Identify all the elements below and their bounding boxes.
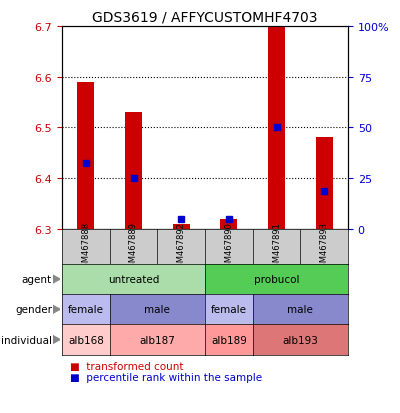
Text: individual: individual [1,335,52,345]
Text: untreated: untreated [108,274,159,285]
Bar [173,224,190,229]
Text: alb187: alb187 [139,335,175,345]
Bar [125,113,142,229]
Text: female: female [211,304,247,315]
Text: alb193: alb193 [282,335,318,345]
Text: GSM467890: GSM467890 [224,221,233,272]
Text: alb189: alb189 [211,335,247,345]
Text: ■  transformed count: ■ transformed count [70,361,184,371]
Polygon shape [53,275,60,283]
Text: GSM467892: GSM467892 [177,221,186,272]
Polygon shape [53,336,60,344]
Text: GSM467888: GSM467888 [81,221,90,272]
Text: female: female [68,304,104,315]
Bar [316,138,332,229]
Text: male: male [287,304,313,315]
Text: gender: gender [15,304,52,315]
Text: alb168: alb168 [68,335,104,345]
Text: GSM467893: GSM467893 [320,221,329,272]
Bar [78,83,94,229]
Text: GSM467889: GSM467889 [129,221,138,272]
Title: GDS3619 / AFFYCUSTOMHF4703: GDS3619 / AFFYCUSTOMHF4703 [92,10,318,24]
Text: GSM467891: GSM467891 [272,221,281,272]
Text: ■  percentile rank within the sample: ■ percentile rank within the sample [70,373,262,382]
Text: agent: agent [22,274,52,285]
Bar [220,219,237,229]
Bar [268,27,285,229]
Text: probucol: probucol [254,274,299,285]
Polygon shape [53,306,60,313]
Text: male: male [144,304,170,315]
